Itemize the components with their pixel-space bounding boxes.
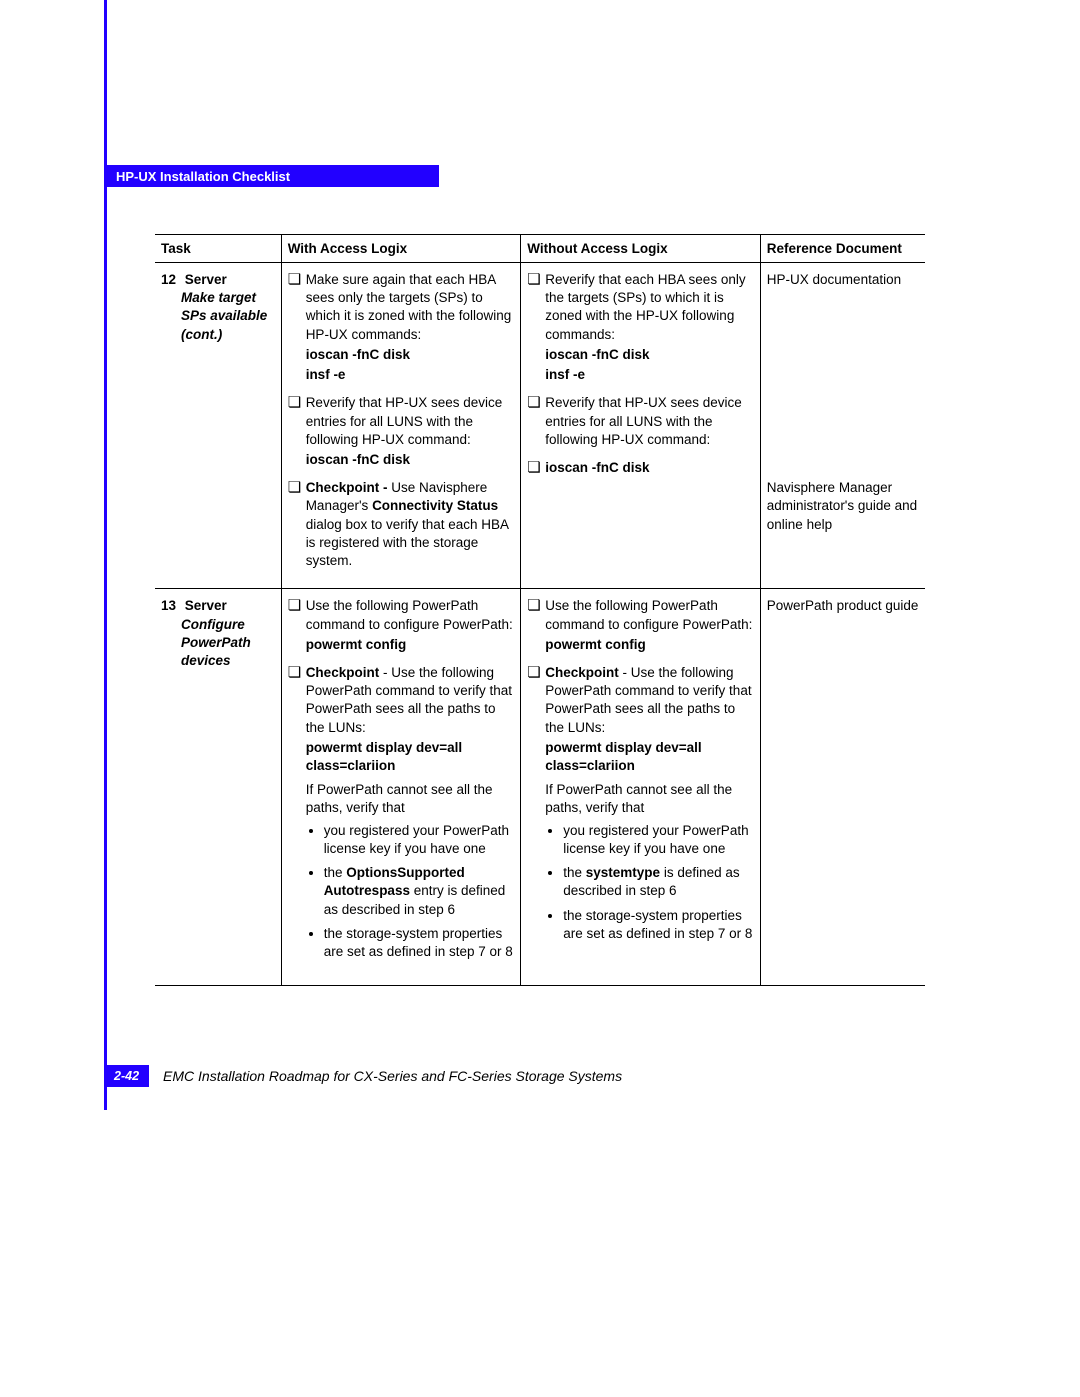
note: If PowerPath cannot see all the paths, v… — [306, 781, 515, 817]
step-text: ioscan -fnC disk — [545, 459, 754, 477]
page-number-badge: 2-42 — [104, 1065, 149, 1087]
section-header-text: HP-UX Installation Checklist — [116, 169, 290, 184]
command: ioscan -fnC disk — [306, 346, 515, 364]
step-body: Reverify that each HBA sees only the tar… — [545, 272, 745, 342]
step-body: Use the following PowerPath command to c… — [306, 598, 513, 631]
command: ioscan -fnC disk — [545, 459, 754, 477]
step-text: Use the following PowerPath command to c… — [545, 597, 754, 654]
checklist-table: Task With Access Logix Without Access Lo… — [155, 234, 925, 986]
checkbox-icon: ❏ — [288, 480, 306, 495]
col-task: Task — [155, 235, 281, 263]
step-text: Use the following PowerPath command to c… — [306, 597, 515, 654]
command: insf -e — [306, 366, 515, 384]
step-body: Reverify that HP-UX sees device entries … — [306, 395, 503, 446]
checkbox-icon: ❏ — [527, 598, 545, 613]
checkbox-icon: ❏ — [527, 460, 545, 475]
checkbox-icon: ❏ — [288, 272, 306, 287]
list-item: you registered your PowerPath license ke… — [324, 822, 515, 858]
list-item: you registered your PowerPath license ke… — [563, 822, 754, 858]
task-subheading: Make target SPs available (cont.) — [181, 289, 275, 344]
section-header: HP-UX Installation Checklist — [104, 165, 439, 187]
task-heading: Server — [185, 272, 227, 287]
table-header-row: Task With Access Logix Without Access Lo… — [155, 235, 925, 263]
step-body: Reverify that HP-UX sees device entries … — [545, 395, 742, 446]
step-text: Reverify that HP-UX sees device entries … — [306, 394, 515, 469]
step-text: Checkpoint - Use the following PowerPath… — [545, 664, 754, 949]
list-item: the OptionsSupported Autotrespass entry … — [324, 864, 515, 919]
command: ioscan -fnC disk — [545, 346, 754, 364]
list-item: the storage-system properties are set as… — [324, 925, 515, 961]
without-cell: ❏ Use the following PowerPath command to… — [521, 589, 761, 986]
with-cell: ❏ Use the following PowerPath command to… — [281, 589, 521, 986]
step-body: Use the following PowerPath command to c… — [545, 598, 752, 631]
col-ref: Reference Document — [760, 235, 925, 263]
table-row: 13 Server Configure PowerPath devices ❏ … — [155, 589, 925, 986]
task-heading: Server — [185, 598, 227, 613]
command: insf -e — [545, 366, 754, 384]
ref-text: Navisphere Manager administrator's guide… — [767, 479, 919, 534]
task-cell: 12 Server Make target SPs available (con… — [155, 263, 281, 589]
checkbox-icon: ❏ — [288, 665, 306, 680]
step-text: Checkpoint - Use the following PowerPath… — [306, 664, 515, 967]
checkbox-icon: ❏ — [527, 395, 545, 410]
command: ioscan -fnC disk — [306, 451, 515, 469]
step-text: Reverify that each HBA sees only the tar… — [545, 271, 754, 384]
task-number: 13 — [161, 597, 181, 615]
step-body: Make sure again that each HBA sees only … — [306, 272, 512, 342]
command: powermt display dev=all class=clariion — [545, 739, 754, 775]
command: powermt config — [306, 636, 515, 654]
list-item: the storage-system properties are set as… — [563, 907, 754, 943]
ref-text: PowerPath product guide — [767, 597, 919, 615]
checkbox-icon: ❏ — [288, 598, 306, 613]
note: If PowerPath cannot see all the paths, v… — [545, 781, 754, 817]
step-text: Reverify that HP-UX sees device entries … — [545, 394, 754, 449]
command: powermt config — [545, 636, 754, 654]
ref-cell: PowerPath product guide — [760, 589, 925, 986]
command: powermt display dev=all class=clariion — [306, 739, 515, 775]
task-cell: 13 Server Configure PowerPath devices — [155, 589, 281, 986]
page: HP-UX Installation Checklist Task With A… — [0, 0, 1080, 1397]
task-number: 12 — [161, 271, 181, 289]
without-cell: ❏ Reverify that each HBA sees only the t… — [521, 263, 761, 589]
task-subheading: Configure PowerPath devices — [181, 616, 275, 671]
checkbox-icon: ❏ — [288, 395, 306, 410]
footer-title: EMC Installation Roadmap for CX-Series a… — [163, 1068, 622, 1084]
step-text: Make sure again that each HBA sees only … — [306, 271, 515, 384]
col-without: Without Access Logix — [521, 235, 761, 263]
bullet-list: you registered your PowerPath license ke… — [545, 822, 754, 943]
ref-text: HP-UX documentation — [767, 271, 919, 289]
ref-cell: HP-UX documentation Navisphere Manager a… — [760, 263, 925, 589]
step-body: Checkpoint - Use the following PowerPath… — [545, 665, 751, 735]
step-text: Checkpoint - Use Navisphere Manager's Co… — [306, 479, 515, 570]
step-body: Checkpoint - Use the following PowerPath… — [306, 665, 512, 735]
table-row: 12 Server Make target SPs available (con… — [155, 263, 925, 589]
checkbox-icon: ❏ — [527, 272, 545, 287]
with-cell: ❏ Make sure again that each HBA sees onl… — [281, 263, 521, 589]
col-with: With Access Logix — [281, 235, 521, 263]
checkbox-icon: ❏ — [527, 665, 545, 680]
bullet-list: you registered your PowerPath license ke… — [306, 822, 515, 962]
list-item: the systemtype is defined as described i… — [563, 864, 754, 900]
page-footer: 2-42 EMC Installation Roadmap for CX-Ser… — [104, 1065, 622, 1087]
